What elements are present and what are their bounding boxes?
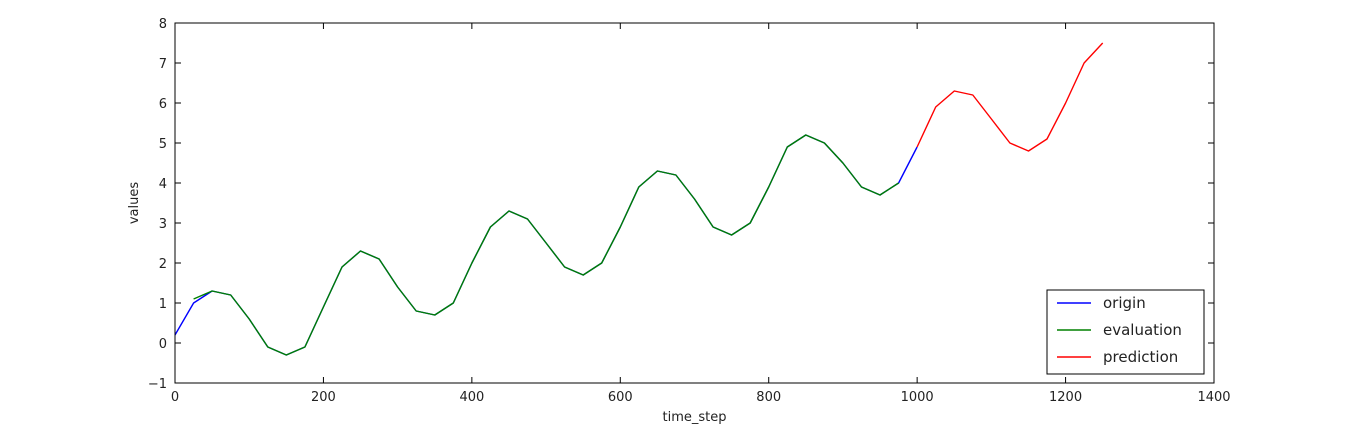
legend-label-prediction: prediction bbox=[1103, 348, 1178, 366]
y-axis-label: values bbox=[127, 182, 142, 225]
legend-box bbox=[1046, 289, 1205, 375]
y-tick-label: 4 bbox=[159, 177, 167, 192]
x-axis-ticks: 0 200 400 600 800 1000 1200 1400 bbox=[171, 23, 1231, 405]
y-tick-label: 5 bbox=[159, 137, 167, 152]
legend: origin evaluation prediction bbox=[1046, 289, 1205, 375]
y-tick-label: 8 bbox=[159, 17, 167, 32]
x-tick-label: 200 bbox=[311, 390, 336, 405]
y-tick-label: 0 bbox=[159, 337, 167, 352]
series-line-evaluation bbox=[193, 134, 899, 356]
y-tick-label: 1 bbox=[159, 297, 167, 312]
y-tick-label: 6 bbox=[159, 97, 167, 112]
y-tick-label: 2 bbox=[159, 257, 167, 272]
legend-label-origin: origin bbox=[1103, 294, 1146, 312]
y-tick-label: 3 bbox=[159, 217, 167, 232]
series-line-prediction bbox=[916, 42, 1104, 152]
y-tick-label: −1 bbox=[148, 377, 167, 392]
legend-label-evaluation: evaluation bbox=[1103, 321, 1182, 339]
x-tick-label: 0 bbox=[171, 390, 179, 405]
x-tick-label: 400 bbox=[459, 390, 484, 405]
plot-area bbox=[175, 23, 1214, 383]
x-tick-label: 1000 bbox=[901, 390, 934, 405]
y-tick-label: 7 bbox=[159, 57, 167, 72]
series-layer bbox=[174, 42, 1104, 356]
x-tick-label: 800 bbox=[756, 390, 781, 405]
y-axis-ticks: −1 0 1 2 3 4 5 6 7 8 bbox=[148, 17, 1214, 392]
x-tick-label: 1200 bbox=[1049, 390, 1082, 405]
x-tick-label: 1400 bbox=[1197, 390, 1230, 405]
x-axis-label: time_step bbox=[663, 410, 727, 425]
x-tick-label: 600 bbox=[608, 390, 633, 405]
legend-items: origin evaluation prediction bbox=[1057, 294, 1182, 366]
plot-frame bbox=[174, 22, 1215, 384]
